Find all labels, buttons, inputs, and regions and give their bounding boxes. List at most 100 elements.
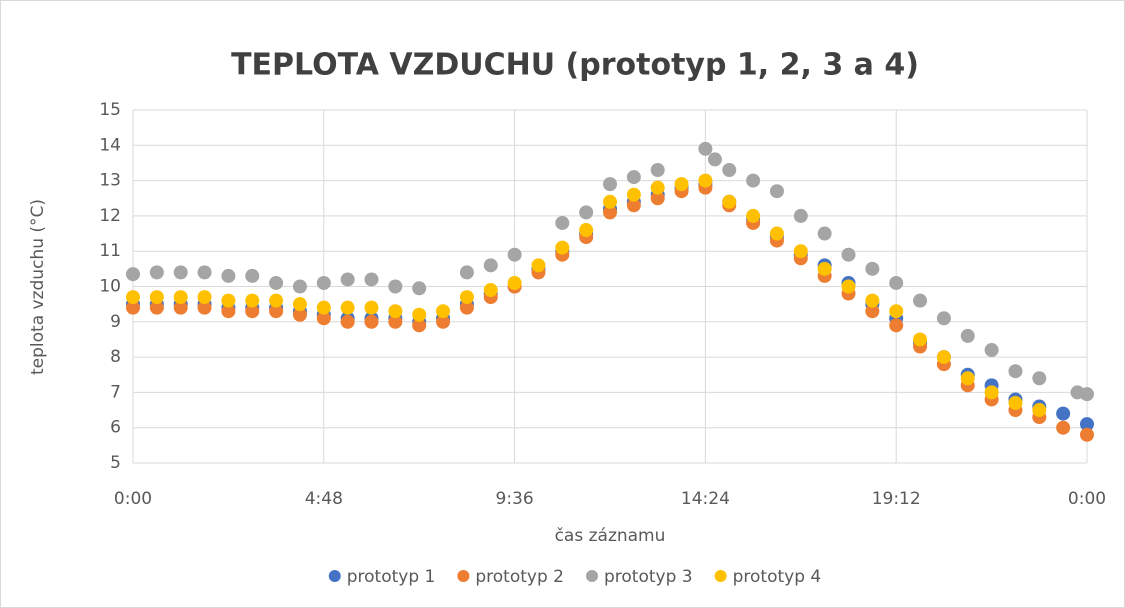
data-point	[126, 267, 140, 282]
data-point	[245, 304, 260, 319]
data-point	[579, 223, 594, 238]
data-point	[960, 328, 975, 343]
data-point	[1032, 403, 1047, 418]
data-point	[936, 311, 951, 326]
data-point	[603, 205, 617, 220]
data-point	[650, 163, 665, 178]
data-point	[364, 272, 379, 287]
legend: prototyp 1 prototyp 2 prototyp 3 prototyp 4	[328, 567, 822, 587]
data-point	[555, 215, 570, 230]
legend-label: prototyp 3	[604, 567, 693, 587]
x-tick-label: 19:12	[872, 489, 921, 509]
x-tick-label: 9:36	[496, 489, 534, 509]
data-point	[340, 300, 355, 315]
data-point	[316, 300, 331, 315]
data-point	[865, 261, 880, 276]
legend-item: prototyp 4	[714, 567, 822, 587]
data-point	[221, 293, 236, 308]
data-point	[1056, 420, 1071, 435]
data-point	[412, 307, 427, 322]
data-point	[459, 300, 474, 315]
data-point	[889, 304, 904, 319]
x-tick-label: 0:00	[1068, 489, 1106, 509]
data-point	[483, 258, 498, 273]
data-point	[1032, 371, 1047, 386]
data-point	[197, 290, 212, 305]
legend-marker	[586, 570, 598, 582]
data-point	[626, 170, 641, 185]
y-tick-label: 15	[99, 100, 121, 120]
legend-item: prototyp 2	[457, 567, 564, 587]
y-axis-title: teplota vzduchu (°C)	[28, 199, 48, 375]
data-point	[364, 300, 379, 315]
data-point	[555, 240, 570, 255]
data-point	[269, 293, 284, 308]
data-point	[149, 265, 164, 280]
data-point	[707, 152, 722, 167]
data-point	[173, 300, 188, 315]
data-point	[412, 318, 427, 333]
x-axis-title: čas záznamu	[555, 526, 666, 546]
data-point	[1080, 417, 1094, 432]
data-point	[1008, 395, 1023, 410]
data-point	[1080, 427, 1094, 442]
data-point	[650, 191, 665, 206]
data-point	[865, 293, 880, 308]
data-point	[603, 177, 617, 192]
y-tick-label: 12	[99, 206, 121, 226]
data-point	[626, 187, 641, 202]
y-tick-label: 11	[99, 241, 121, 261]
data-point	[269, 304, 284, 319]
data-point	[984, 343, 999, 358]
data-point	[340, 314, 355, 329]
data-point	[889, 318, 904, 333]
data-point	[292, 297, 307, 312]
data-point	[1008, 364, 1023, 379]
data-point	[316, 311, 331, 326]
x-tick-label: 4:48	[305, 489, 343, 509]
data-point	[459, 290, 474, 305]
data-point	[698, 173, 713, 188]
data-point	[793, 244, 808, 259]
data-point	[746, 208, 761, 223]
data-point	[1080, 387, 1094, 402]
y-tick-label: 10	[99, 277, 121, 297]
data-point	[722, 194, 737, 209]
data-point	[412, 281, 427, 296]
data-point	[769, 226, 784, 241]
data-point	[245, 293, 260, 308]
data-point	[388, 304, 403, 319]
data-point	[221, 268, 236, 283]
legend-item: prototyp 1	[328, 567, 435, 587]
y-tick-label: 8	[110, 347, 121, 367]
data-point	[269, 275, 284, 290]
chart-title: TEPLOTA VZDUCHU (prototyp 1, 2, 3 a 4)	[231, 48, 919, 83]
data-point	[388, 314, 403, 329]
data-point	[245, 268, 260, 283]
data-point	[769, 184, 784, 199]
legend-marker	[714, 570, 727, 582]
data-point	[149, 290, 164, 305]
data-point	[841, 247, 856, 262]
data-point	[913, 332, 928, 347]
data-point	[149, 300, 164, 315]
plot-area	[126, 141, 1094, 442]
y-tick-label: 13	[99, 171, 121, 191]
legend-item: prototyp 3	[586, 567, 693, 587]
data-point	[746, 173, 761, 188]
y-tick-label: 5	[110, 453, 121, 473]
data-point	[507, 275, 522, 290]
data-point	[221, 304, 236, 319]
y-tick-label: 14	[99, 135, 121, 155]
data-point	[126, 290, 140, 305]
x-tick-label: 0:00	[114, 489, 152, 509]
data-point	[626, 198, 641, 213]
legend-label: prototyp 4	[733, 567, 822, 587]
data-point	[126, 300, 140, 315]
data-point	[316, 275, 331, 290]
legend-label: prototyp 2	[475, 567, 564, 587]
data-point	[388, 279, 403, 294]
data-point	[459, 265, 474, 280]
data-point	[793, 208, 808, 223]
